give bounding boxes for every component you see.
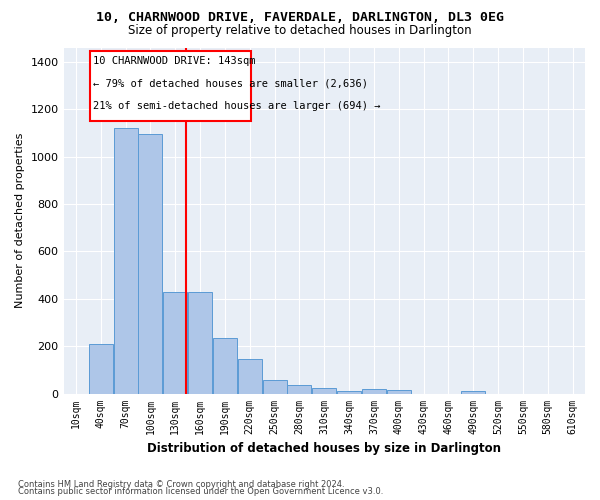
Y-axis label: Number of detached properties: Number of detached properties [15,133,25,308]
Text: 10 CHARNWOOD DRIVE: 143sqm: 10 CHARNWOOD DRIVE: 143sqm [94,56,256,66]
X-axis label: Distribution of detached houses by size in Darlington: Distribution of detached houses by size … [147,442,501,455]
Bar [387,390,411,394]
Text: Contains HM Land Registry data © Crown copyright and database right 2024.: Contains HM Land Registry data © Crown c… [18,480,344,489]
Bar [461,390,485,394]
Bar [188,292,212,394]
Bar [238,359,262,394]
Bar [163,292,187,394]
Text: ← 79% of detached houses are smaller (2,636): ← 79% of detached houses are smaller (2,… [94,78,368,88]
Text: 21% of semi-detached houses are larger (694) →: 21% of semi-detached houses are larger (… [94,101,381,111]
FancyBboxPatch shape [89,51,251,122]
Bar [113,128,137,394]
Text: 10, CHARNWOOD DRIVE, FAVERDALE, DARLINGTON, DL3 0EG: 10, CHARNWOOD DRIVE, FAVERDALE, DARLINGT… [96,11,504,24]
Bar [362,390,386,394]
Text: Contains public sector information licensed under the Open Government Licence v3: Contains public sector information licen… [18,487,383,496]
Bar [312,388,337,394]
Bar [139,134,163,394]
Bar [287,384,311,394]
Bar [89,344,113,394]
Bar [263,380,287,394]
Bar [337,391,361,394]
Bar [213,338,237,394]
Text: Size of property relative to detached houses in Darlington: Size of property relative to detached ho… [128,24,472,37]
